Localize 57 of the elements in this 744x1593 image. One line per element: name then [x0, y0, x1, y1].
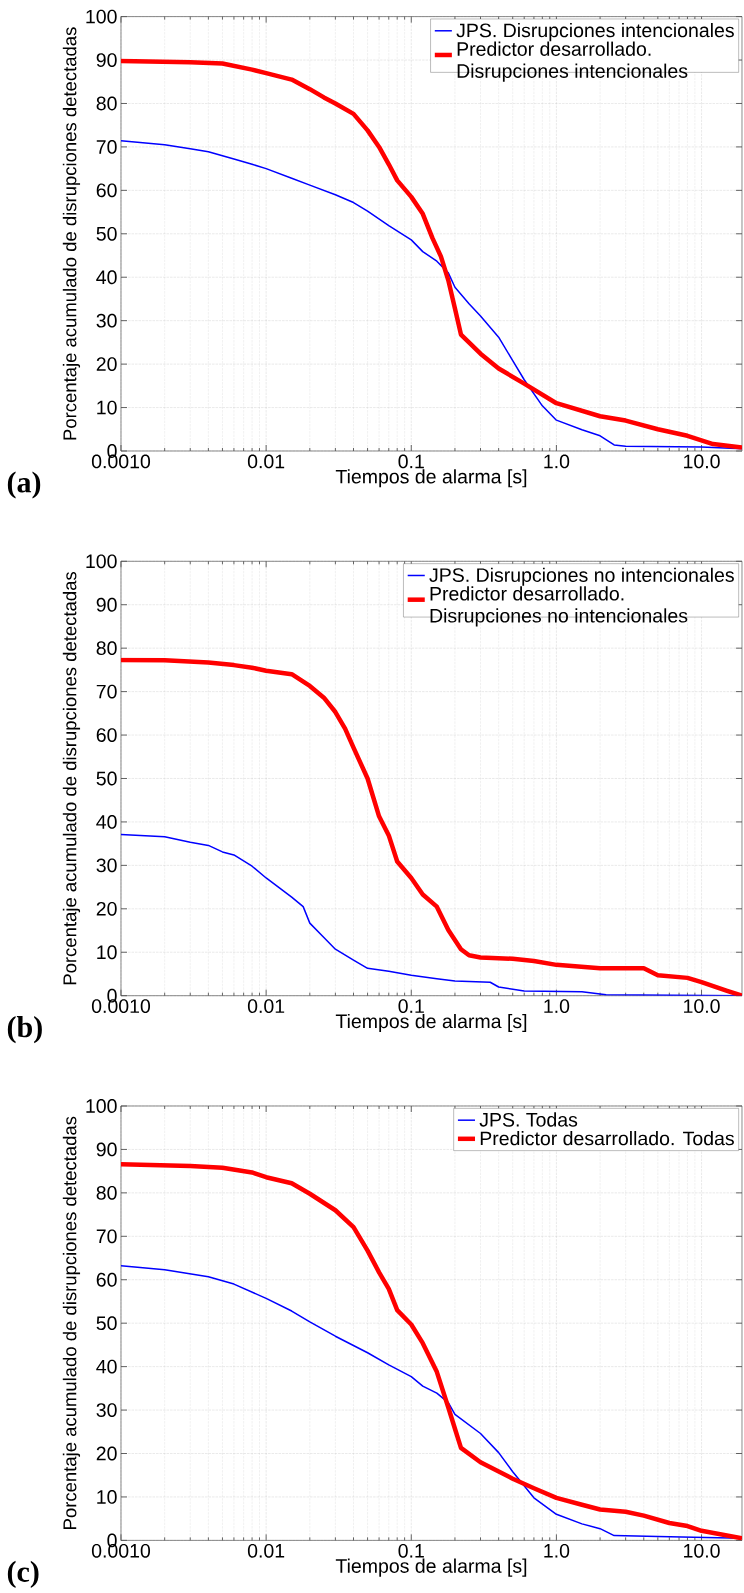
y-tick-label: 100 — [86, 1099, 117, 1113]
x-tick-label: 0.1 — [398, 999, 424, 1014]
legend-label: JPS. Disrupciones intencionales — [456, 22, 734, 42]
x-tick-label: 10.0 — [684, 454, 720, 469]
y-tick-label: 40 — [96, 270, 117, 285]
legend-label: Predictor desarrollado. Todas — [480, 1130, 734, 1146]
x-tick-label: 0.1 — [398, 454, 424, 469]
y-axis-title: Porcentaje acumulado de disrupciones detectadas — [62, 572, 81, 985]
y-axis-title: Porcentaje acumulado de disrupciones detectadas — [62, 27, 81, 440]
y-tick-label: 10 — [97, 945, 117, 960]
x-tick-label: 10.0 — [684, 1543, 720, 1558]
text: (b) — [7, 1016, 42, 1044]
text: (a) — [7, 471, 41, 499]
x-axis-title: Tiempos de alarma [s] — [335, 469, 527, 488]
y-tick-label: 90 — [96, 1142, 117, 1157]
y-tick-label: 80 — [96, 641, 117, 656]
x-tick-label: 1.0 — [544, 454, 570, 469]
y-tick-label: 80 — [96, 1185, 117, 1200]
y-tick-label: 40 — [96, 815, 117, 829]
y-tick-label: 40 — [96, 1359, 117, 1374]
y-tick-label: 60 — [96, 183, 117, 198]
y-tick-label: 20 — [96, 901, 117, 916]
x-axis-title: Tiempos de alarma [s] — [335, 1558, 527, 1577]
x-tick-label: 0.01 — [247, 454, 285, 469]
y-axis-title: Porcentaje acumulado de disrupciones detectadas — [62, 1116, 81, 1529]
y-tick-label: 50 — [96, 226, 117, 241]
y-tick-label: 70 — [96, 140, 117, 154]
x-axis-title: Tiempos de alarma [s] — [335, 1013, 527, 1033]
y-tick-label: 30 — [96, 1403, 117, 1417]
text: JPS. Todas — [479, 1112, 578, 1127]
y-tick-label: 60 — [96, 1272, 117, 1287]
y-tick-label: 50 — [96, 771, 117, 786]
y-tick-label: 90 — [96, 597, 117, 612]
y-tick-label: 80 — [96, 96, 117, 111]
y-tick-label: 100 — [86, 9, 117, 24]
y-tick-label: 10 — [97, 1490, 117, 1504]
y-tick-label: 100 — [86, 554, 117, 569]
x-tick-label: 0.1 — [398, 1543, 424, 1558]
y-tick-label: 50 — [96, 1316, 117, 1331]
y-tick-label: 30 — [96, 858, 117, 873]
y-tick-label: 70 — [96, 684, 117, 699]
legend-label: Predictor desarrollado. Disrupciones no intencionales — [430, 586, 688, 627]
y-tick-label: 10 — [97, 400, 117, 415]
x-tick-label: 1.0 — [544, 1543, 570, 1558]
x-tick-label: 0.01 — [247, 1543, 285, 1558]
y-tick-label: 30 — [96, 313, 117, 328]
legend-label: JPS. Disrupciones no intencionales — [429, 567, 734, 586]
text: (c) — [7, 1560, 39, 1588]
x-tick-label: 0.01 — [247, 999, 285, 1014]
x-tick-label: 1.0 — [544, 999, 570, 1014]
y-tick-label: 60 — [96, 728, 117, 742]
x-tick-label: 10.0 — [684, 999, 720, 1014]
legend-label: Predictor desarrollado. Disrupciones intencionales — [457, 41, 688, 82]
y-tick-label: 20 — [96, 357, 117, 372]
y-tick-label: 20 — [96, 1446, 117, 1461]
y-tick-label: 90 — [96, 53, 117, 67]
y-tick-label: 70 — [96, 1229, 117, 1244]
